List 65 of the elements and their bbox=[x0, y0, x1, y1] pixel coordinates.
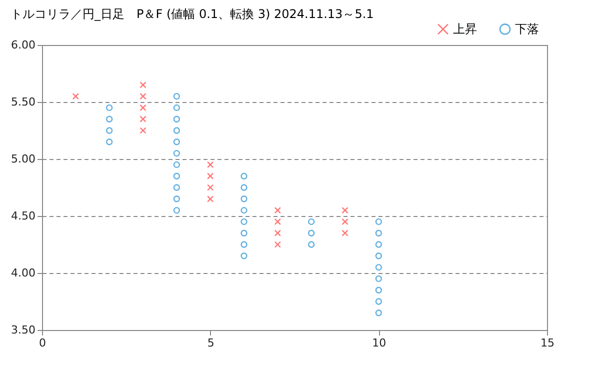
point bbox=[173, 196, 180, 202]
point bbox=[173, 161, 180, 168]
point bbox=[106, 138, 113, 146]
point bbox=[240, 184, 248, 191]
point bbox=[240, 241, 248, 248]
y-tick-label: 4.50 bbox=[11, 210, 36, 222]
x-tick-label: 10 bbox=[372, 336, 386, 350]
legend-label: 上昇 bbox=[453, 22, 477, 36]
point bbox=[274, 218, 282, 226]
point bbox=[106, 127, 113, 134]
point bbox=[173, 127, 180, 134]
point bbox=[240, 230, 248, 236]
point bbox=[375, 252, 382, 260]
point bbox=[173, 184, 180, 191]
point bbox=[140, 92, 146, 100]
point bbox=[308, 230, 315, 236]
point bbox=[173, 104, 180, 112]
point bbox=[308, 218, 315, 226]
point bbox=[72, 92, 80, 100]
point bbox=[342, 218, 348, 226]
chart-title: トルコリラ／円_日足 P＆F (値幅 0.1、転換 3) 2024.11.13～5.1 bbox=[10, 7, 374, 21]
point bbox=[206, 196, 214, 202]
x-tick-label: 15 bbox=[540, 336, 554, 350]
point bbox=[206, 172, 214, 180]
x-tick-label: 5 bbox=[207, 336, 214, 350]
point bbox=[240, 196, 248, 202]
point bbox=[308, 241, 315, 248]
point bbox=[140, 116, 146, 122]
point bbox=[375, 286, 382, 294]
point bbox=[173, 150, 180, 157]
point bbox=[140, 104, 146, 112]
point bbox=[173, 92, 180, 100]
point bbox=[173, 206, 180, 214]
y-tick-label: 3.50 bbox=[11, 324, 36, 336]
point bbox=[375, 230, 382, 236]
point bbox=[375, 218, 382, 226]
point bbox=[240, 218, 248, 226]
point bbox=[375, 264, 382, 271]
point bbox=[274, 206, 282, 214]
point bbox=[375, 275, 382, 282]
legend-label: 下落 bbox=[515, 22, 539, 36]
point bbox=[342, 230, 348, 236]
y-tick-label: 6.00 bbox=[11, 38, 36, 52]
x-tick-label: 0 bbox=[39, 336, 46, 350]
y-tick-label: 4.00 bbox=[11, 266, 36, 280]
point bbox=[206, 184, 214, 191]
y-tick-label: 5.00 bbox=[11, 152, 36, 166]
point bbox=[375, 241, 382, 248]
point bbox=[140, 82, 146, 88]
point bbox=[375, 298, 382, 305]
point bbox=[106, 104, 113, 112]
point bbox=[240, 252, 248, 260]
point bbox=[375, 310, 382, 316]
point bbox=[173, 138, 180, 146]
y-tick-label: 5.50 bbox=[11, 96, 36, 108]
point bbox=[240, 206, 248, 214]
point bbox=[274, 241, 282, 248]
point bbox=[240, 172, 248, 180]
point bbox=[342, 206, 348, 214]
point bbox=[140, 127, 146, 134]
point bbox=[206, 161, 214, 168]
point bbox=[173, 172, 180, 180]
point bbox=[274, 230, 282, 236]
point bbox=[106, 116, 113, 122]
point bbox=[173, 116, 180, 122]
